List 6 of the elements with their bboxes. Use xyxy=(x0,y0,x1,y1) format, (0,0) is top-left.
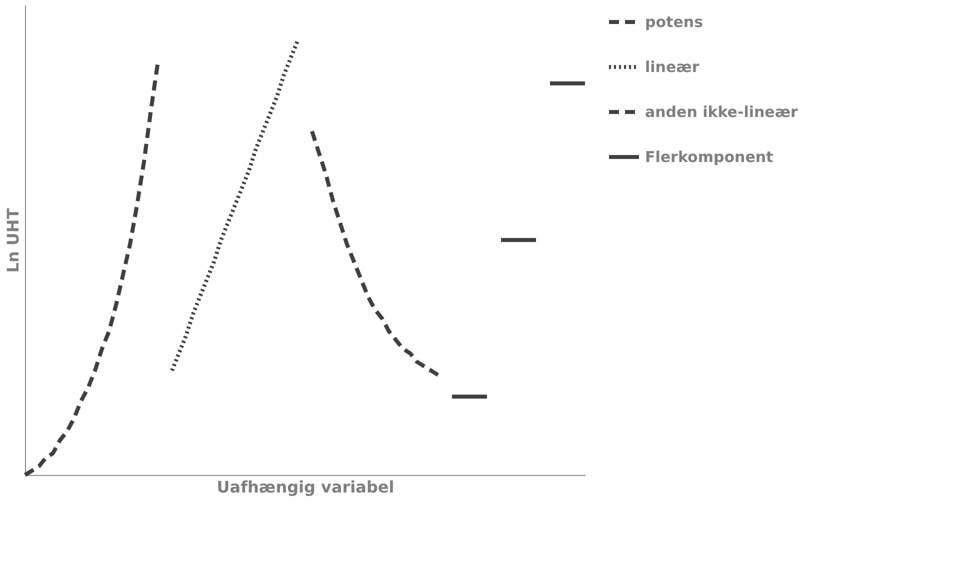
legend-label: potens xyxy=(645,13,704,31)
x-axis-title: Uafhængig variabel xyxy=(216,478,394,496)
y-axis-title: Ln UHT xyxy=(4,208,22,273)
legend-label: lineær xyxy=(645,58,700,76)
legend-label: anden ikke-lineær xyxy=(645,103,799,121)
legend-label: Flerkomponent xyxy=(645,148,774,166)
